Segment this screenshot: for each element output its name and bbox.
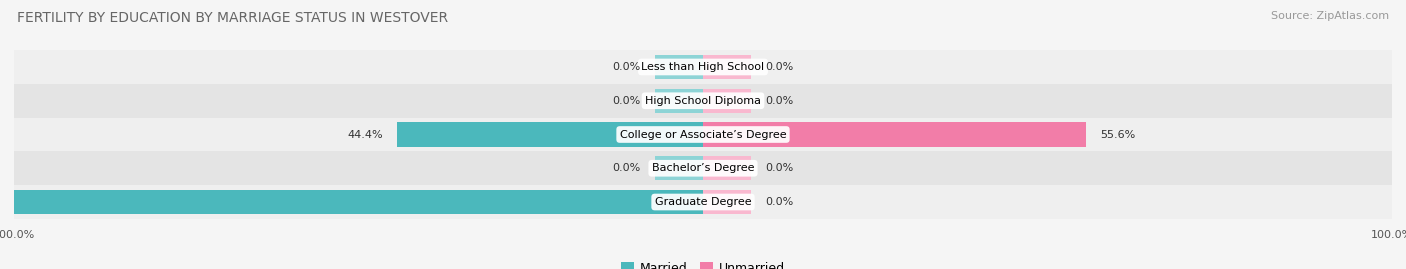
Text: 0.0%: 0.0% xyxy=(765,96,793,106)
Text: Source: ZipAtlas.com: Source: ZipAtlas.com xyxy=(1271,11,1389,21)
Text: 0.0%: 0.0% xyxy=(765,163,793,173)
Bar xyxy=(396,122,703,147)
Text: Graduate Degree: Graduate Degree xyxy=(655,197,751,207)
Bar xyxy=(655,55,703,79)
Text: 44.4%: 44.4% xyxy=(347,129,384,140)
Text: High School Diploma: High School Diploma xyxy=(645,96,761,106)
Text: Less than High School: Less than High School xyxy=(641,62,765,72)
Bar xyxy=(703,89,751,113)
Bar xyxy=(14,151,1392,185)
Text: 0.0%: 0.0% xyxy=(765,62,793,72)
Text: 55.6%: 55.6% xyxy=(1099,129,1135,140)
Bar xyxy=(14,185,1392,219)
Bar xyxy=(703,122,1085,147)
Text: 0.0%: 0.0% xyxy=(765,197,793,207)
Legend: Married, Unmarried: Married, Unmarried xyxy=(616,257,790,269)
Text: 0.0%: 0.0% xyxy=(613,163,641,173)
Bar xyxy=(703,55,751,79)
Bar xyxy=(655,89,703,113)
Text: FERTILITY BY EDUCATION BY MARRIAGE STATUS IN WESTOVER: FERTILITY BY EDUCATION BY MARRIAGE STATU… xyxy=(17,11,449,25)
Bar xyxy=(14,84,1392,118)
Text: 0.0%: 0.0% xyxy=(613,96,641,106)
Bar xyxy=(14,118,1392,151)
Bar xyxy=(14,50,1392,84)
Text: Bachelor’s Degree: Bachelor’s Degree xyxy=(652,163,754,173)
Text: College or Associate’s Degree: College or Associate’s Degree xyxy=(620,129,786,140)
Bar xyxy=(655,156,703,180)
Bar xyxy=(703,156,751,180)
Bar xyxy=(703,190,751,214)
Text: 0.0%: 0.0% xyxy=(613,62,641,72)
Bar xyxy=(14,190,703,214)
